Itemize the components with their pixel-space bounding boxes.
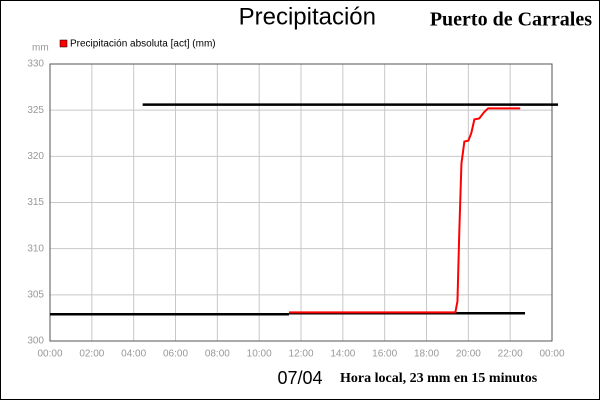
y-tick-label: 300 xyxy=(27,336,44,347)
x-tick-label: 02:00 xyxy=(79,349,104,360)
x-tick-label: 20:00 xyxy=(456,349,481,360)
x-tick-label: 10:00 xyxy=(247,349,272,360)
plot-border xyxy=(49,63,553,342)
x-tick-label: 00:00 xyxy=(539,349,564,360)
chart-subtitle: Puerto de Carrales xyxy=(430,9,592,31)
x-tick-label: 12:00 xyxy=(288,349,313,360)
x-tick-label: 22:00 xyxy=(498,349,523,360)
x-tick-label: 18:00 xyxy=(414,349,439,360)
x-tick-label: 16:00 xyxy=(372,349,397,360)
x-tick-label: 04:00 xyxy=(121,349,146,360)
x-tick-label: 14:00 xyxy=(330,349,355,360)
x-tick-label: 06:00 xyxy=(163,349,188,360)
x-tick-label: 00:00 xyxy=(37,349,62,360)
date-label: 07/04 xyxy=(277,368,322,388)
data-line xyxy=(289,107,521,314)
y-tick-label: 310 xyxy=(27,243,44,254)
y-tick-label: 315 xyxy=(27,197,44,208)
y-tick-label: 320 xyxy=(27,151,44,162)
y-axis-label: mm xyxy=(32,43,49,54)
plot-area: 00:00 02:00 04:00 06:00 08:00 10:00 12:00 14:00… xyxy=(27,39,565,360)
y-tick-label: 325 xyxy=(27,105,44,116)
legend-swatch xyxy=(59,39,68,48)
chart-title: Precipitación xyxy=(239,3,376,30)
y-tick-label: 330 xyxy=(27,59,44,70)
x-axis-label: Hora local, 23 mm en 15 minutos xyxy=(340,371,538,386)
x-tick-label: 08:00 xyxy=(205,349,230,360)
y-tick-label: 305 xyxy=(27,289,44,300)
legend-label: Precipitación absoluta [act] (mm) xyxy=(70,39,216,50)
